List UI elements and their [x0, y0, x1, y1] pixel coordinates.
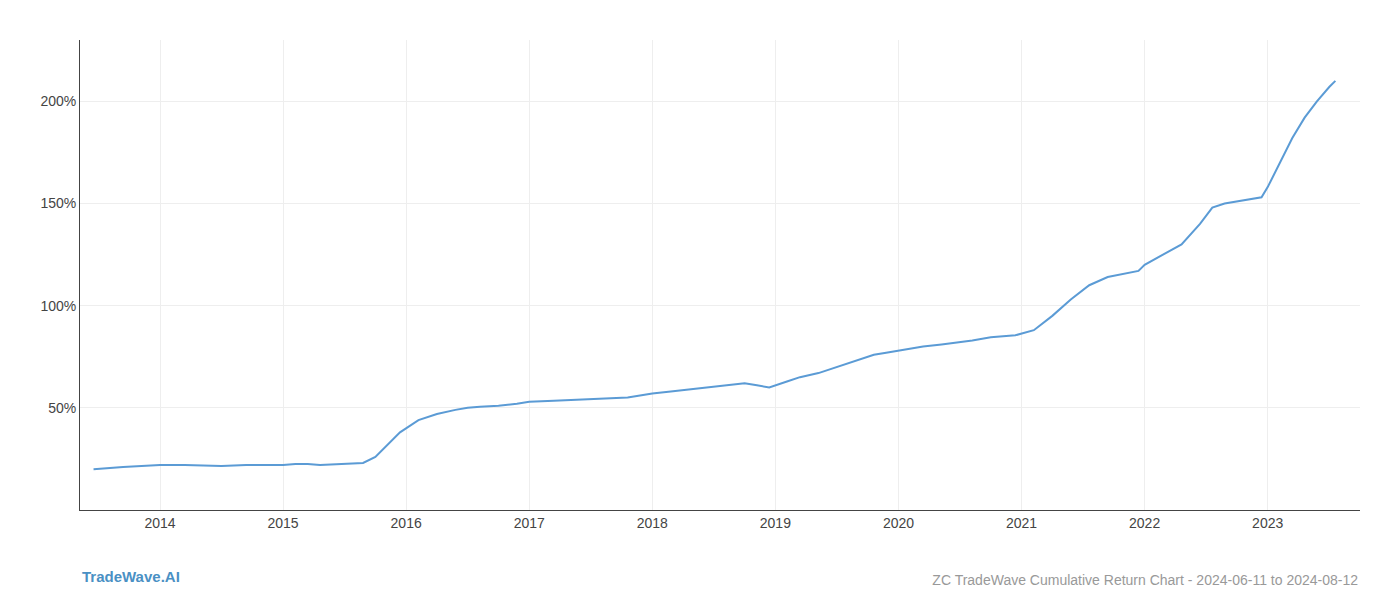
svg-text:2016: 2016	[391, 515, 422, 531]
svg-text:TradeWave.AI: TradeWave.AI	[82, 568, 180, 585]
svg-text:2022: 2022	[1129, 515, 1160, 531]
svg-text:2023: 2023	[1252, 515, 1283, 531]
svg-text:2020: 2020	[883, 515, 914, 531]
svg-text:2018: 2018	[637, 515, 668, 531]
svg-text:2017: 2017	[514, 515, 545, 531]
svg-text:2015: 2015	[268, 515, 299, 531]
svg-text:200%: 200%	[40, 93, 76, 109]
svg-text:100%: 100%	[40, 298, 76, 314]
svg-text:ZC TradeWave Cumulative Return: ZC TradeWave Cumulative Return Chart - 2…	[932, 572, 1358, 588]
svg-text:2021: 2021	[1006, 515, 1037, 531]
svg-text:2014: 2014	[144, 515, 175, 531]
svg-text:50%: 50%	[48, 400, 76, 416]
svg-text:2019: 2019	[760, 515, 791, 531]
svg-text:150%: 150%	[40, 195, 76, 211]
